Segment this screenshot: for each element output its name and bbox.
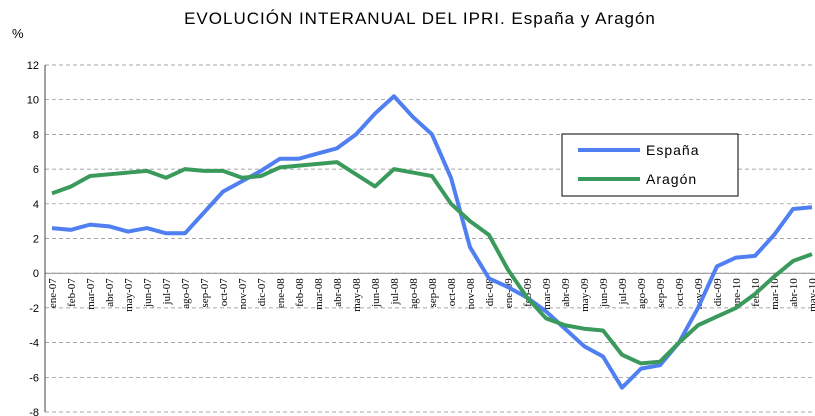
series-line	[51, 94, 813, 390]
x-tick-label: jul-09	[617, 278, 629, 306]
x-tick-label: may-07	[123, 278, 135, 312]
x-tick-label: abr-08	[332, 278, 344, 307]
legend-label: Aragón	[646, 171, 697, 187]
x-tick-label: jun-09	[598, 278, 610, 308]
legend-label: España	[646, 142, 699, 158]
y-tick-label: 0	[33, 268, 39, 280]
x-tick-label: mar-10	[769, 278, 781, 310]
x-tick-label: mar-08	[313, 278, 325, 310]
y-tick-label: -8	[29, 407, 39, 416]
x-tick-label: jul-08	[389, 278, 401, 306]
y-tick-label: -2	[29, 303, 39, 315]
chart-title: EVOLUCIÓN INTERANUAL DEL IPRI. España y …	[184, 9, 656, 28]
x-tick-label: ene-08	[275, 278, 287, 308]
x-tick-label: may-09	[579, 278, 591, 312]
x-tick-label: nov-08	[465, 278, 477, 310]
x-tick-label: ene-09	[503, 278, 515, 308]
x-tick-label: ago-09	[636, 278, 648, 309]
x-tick-label: dic-09	[712, 278, 724, 307]
y-tick-label: 4	[33, 199, 39, 211]
x-tick-label: abr-07	[104, 278, 116, 307]
x-tick-label: nov-07	[237, 278, 249, 310]
y-tick-label: 2	[33, 234, 39, 246]
x-tick-label: abr-09	[560, 278, 572, 307]
x-tick-label: mar-07	[85, 278, 97, 310]
x-tick-label: sep-07	[199, 278, 211, 308]
x-tick-label: feb-08	[294, 278, 306, 307]
y-tick-label: -4	[29, 338, 39, 350]
x-tick-label: dic-08	[484, 278, 496, 307]
x-tick-label: abr-10	[788, 278, 800, 307]
x-tick-label: ago-08	[408, 278, 420, 309]
x-tick-label: sep-09	[655, 278, 667, 308]
y-tick-label: 10	[27, 95, 39, 107]
x-tick-label: may-08	[351, 278, 363, 312]
x-tick-label: dic-07	[256, 278, 268, 307]
x-tick-label: sep-08	[427, 278, 439, 308]
x-tick-label: jul-07	[161, 278, 173, 306]
y-tick-label: -6	[29, 372, 39, 384]
x-tick-label: oct-07	[218, 278, 230, 307]
y-axis-label: %	[12, 26, 24, 41]
y-tick-label: 6	[33, 164, 39, 176]
x-tick-label: mar-09	[541, 278, 553, 310]
x-tick-label: ene-10	[731, 278, 743, 308]
x-tick-label: jun-08	[370, 278, 382, 308]
x-tick-label: jun-07	[142, 278, 154, 308]
x-tick-label: feb-07	[66, 278, 78, 307]
x-tick-label: ago-07	[180, 278, 192, 309]
x-tick-label: oct-08	[446, 278, 458, 307]
legend-box	[561, 133, 739, 197]
y-tick-label: 12	[27, 60, 39, 72]
x-tick-label: may-10	[807, 278, 815, 312]
y-tick-label: 8	[33, 129, 39, 141]
x-tick-label: ene-07	[47, 278, 59, 308]
series-line	[51, 160, 813, 366]
x-tick-label: oct-09	[674, 278, 686, 307]
